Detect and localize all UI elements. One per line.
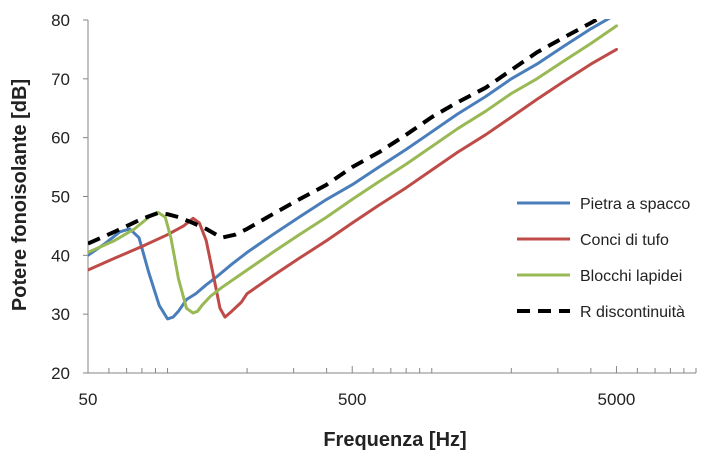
y-tick-label: 50 bbox=[51, 188, 70, 207]
y-tick-label: 80 bbox=[51, 11, 70, 30]
x-tick-label: 50 bbox=[79, 390, 98, 409]
x-tick-label: 5000 bbox=[598, 390, 636, 409]
series-lines bbox=[88, 8, 617, 319]
y-axis-title: Potere fonoisolante [dB] bbox=[9, 79, 31, 311]
legend-label: Blocchi lapidei bbox=[580, 268, 682, 285]
x-tick-label: 500 bbox=[338, 390, 366, 409]
y-tick-label: 20 bbox=[51, 364, 70, 383]
x-axis-title: Frequenza [Hz] bbox=[323, 429, 466, 451]
legend-label: Conci di tufo bbox=[580, 232, 669, 249]
y-tick-label: 60 bbox=[51, 129, 70, 148]
series-line-3 bbox=[88, 8, 617, 243]
y-tick-label: 40 bbox=[51, 246, 70, 265]
legend-label: R discontinuità bbox=[580, 304, 685, 321]
legend: Pietra a spacco Conci di tufo Blocchi lapi… bbox=[517, 196, 690, 321]
y-tick-label: 30 bbox=[51, 305, 70, 324]
y-tick-label: 70 bbox=[51, 70, 70, 89]
legend-label: Pietra a spacco bbox=[580, 196, 690, 213]
series-line-2 bbox=[88, 26, 617, 313]
